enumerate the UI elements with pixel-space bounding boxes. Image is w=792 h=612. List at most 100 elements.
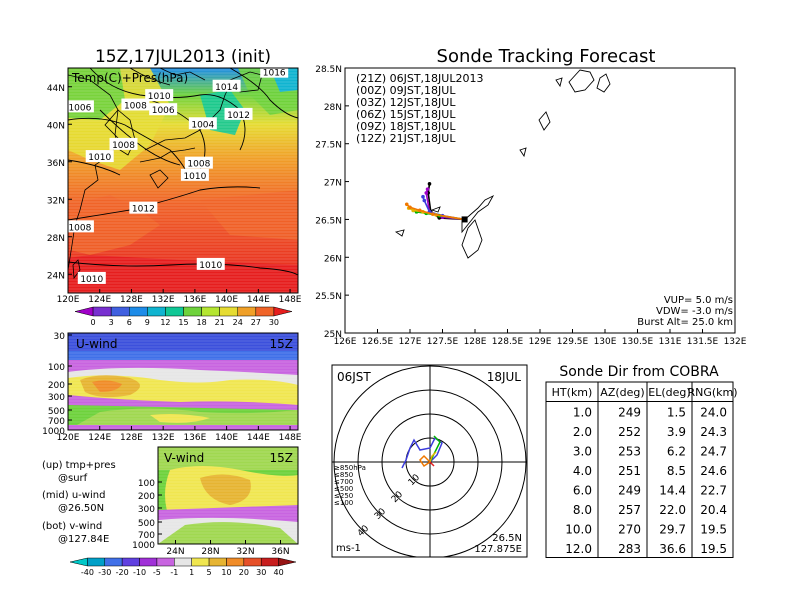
isobar-label-bg <box>196 257 225 270</box>
temp-colorbar-label: 0 <box>91 318 96 327</box>
note-line: @26.50N <box>58 503 104 514</box>
table-cell: 1.5 <box>667 406 686 420</box>
lon-tick-label: 130.5E <box>622 337 654 347</box>
wind-colorbar-swatch <box>156 557 175 567</box>
lon-tick-label: 148E <box>279 295 302 305</box>
u-wind-time: 15Z <box>270 337 294 351</box>
isobar-label: 1008 <box>187 160 210 170</box>
lat-tick-label: 32N <box>236 547 254 557</box>
track-legend-entry: (21Z) 06JST,18JUL2013 <box>356 72 483 85</box>
table-cell: 20.4 <box>700 503 727 517</box>
u-wind-frame <box>67 332 299 431</box>
temp-map-lat-ticks: 44N 40N 36N 32N 28N 24N <box>47 84 72 281</box>
p-tick-label: 500 <box>138 519 155 529</box>
lat-tick-label: 26.5N <box>315 216 342 226</box>
p-tick-label: 300 <box>138 505 155 515</box>
track-point <box>411 208 416 213</box>
wind-colorbar-swatch <box>226 557 245 567</box>
isobar-label: 1010 <box>148 92 171 102</box>
hodograph-lon: 127.875E <box>474 544 522 555</box>
lat-tick-label: 25.5N <box>315 292 342 302</box>
table-cell: 3.0 <box>573 445 592 459</box>
temp-colorbar-swatch <box>147 306 166 317</box>
lat-tick-label: 44N <box>47 84 65 94</box>
table-title: Sonde Dir from COBRA <box>559 364 719 380</box>
wind-colorbar-swatch <box>208 557 227 567</box>
lon-tick-label: 128E <box>464 337 487 347</box>
lat-tick-label: 24N <box>166 547 184 557</box>
hodograph-legend-entry: ≤850 <box>334 471 353 479</box>
u-wind-lon-ticks: 120E 124E 128E 132E 136E 140E 144E 148E <box>57 426 302 443</box>
track-lat-ticks: 28.5N 28N 27.5N 27N 26.5N 26N 25.5N 25N <box>315 65 349 340</box>
temp-colorbar-swatch <box>74 306 94 317</box>
table-header-cell: HT(km) <box>552 386 593 399</box>
isobar-label-bg <box>224 107 253 120</box>
temp-colorbar-label: 9 <box>145 318 150 327</box>
isobar-label: 1016 <box>263 69 286 79</box>
track-point <box>421 194 425 199</box>
isobar-label-bg <box>212 79 241 92</box>
temp-colorbar-swatch <box>219 306 238 317</box>
lat-tick-label: 28.5N <box>315 65 342 75</box>
hodograph-lat: 26.5N <box>492 533 522 544</box>
wind-colorbar-label: 40 <box>274 568 284 577</box>
table-cell: 253 <box>618 445 641 459</box>
lon-tick-label: 128.5E <box>492 337 524 347</box>
table-cell: 19.5 <box>700 542 727 556</box>
isobar-label: 1006 <box>68 103 91 113</box>
temp-colorbar-swatch <box>255 306 275 317</box>
wind-colorbar-label: -40 <box>81 568 94 577</box>
table-cell: 36.6 <box>659 542 686 556</box>
lon-tick-label: 132E <box>152 433 175 443</box>
p-tick-label: 100 <box>48 363 65 373</box>
table-cell: 257 <box>618 503 641 517</box>
table-cell: 252 <box>618 425 641 439</box>
table-cell: 270 <box>618 523 641 537</box>
sonde-table: HT(km) AZ(deg) EL(deg)RNG(km) 1.0 249 1.5 24.0… <box>545 381 738 558</box>
wind-colorbar-label: 20 <box>239 568 249 577</box>
v-wind-label: V-wind <box>164 451 204 465</box>
wind-colorbar-label: -10 <box>133 568 146 577</box>
temp-map-label: Temp(C)+Pres(hPa) <box>71 71 188 85</box>
lon-tick-label: 124E <box>88 295 111 305</box>
temp-colorbar: 0 3 6 9 12 15 18 21 24 27 30 <box>74 306 293 327</box>
lon-tick-label: 136E <box>183 433 206 443</box>
track-point <box>430 212 435 216</box>
isobar-label: 1008 <box>124 102 147 112</box>
isobar-label: 1008 <box>68 223 91 233</box>
isobar-label: 1012 <box>227 111 250 121</box>
track-legend-entry: (09Z) 18JST,18JUL <box>356 120 456 133</box>
wind-colorbar: -40 -30 -20 -10 -5 -1 1 5 10 20 30 40 <box>69 557 297 577</box>
hodograph-jst: 06JST <box>337 370 371 384</box>
track-frame <box>344 67 736 334</box>
hodograph-legend-entry: ≥850hPa <box>334 464 366 472</box>
lon-tick-label: 126.5E <box>362 337 394 347</box>
wind-colorbar-swatch <box>260 557 279 567</box>
note-line: @127.84E <box>58 534 109 545</box>
temp-colorbar-label: 24 <box>233 318 243 327</box>
lat-tick-label: 25N <box>324 330 342 340</box>
p-tick-label: 1000 <box>42 427 65 437</box>
lon-tick-label: 144E <box>247 433 270 443</box>
isobar-label: 1010 <box>199 261 222 271</box>
wind-colorbar-label: 10 <box>221 568 231 577</box>
lon-tick-label: 131.5E <box>687 337 719 347</box>
wind-colorbar-swatch <box>191 557 210 567</box>
table-cell: 24.7 <box>700 445 727 459</box>
temp-colorbar-label: 15 <box>178 318 188 327</box>
track-point <box>427 182 432 186</box>
temp-colorbar-swatch <box>110 306 130 317</box>
isobar-label: 1010 <box>88 153 111 163</box>
wind-colorbar-swatch <box>121 557 140 567</box>
isobar-label-bg <box>109 137 138 150</box>
isobar-label-bg <box>145 89 174 102</box>
note-line: (bot) v-wind <box>42 521 102 532</box>
isobar-label-bg <box>68 220 94 233</box>
lat-tick-label: 26N <box>324 254 342 264</box>
track-point <box>408 205 412 210</box>
lat-tick-label: 40N <box>47 121 65 131</box>
hodograph-legend-entry: ≤100 <box>334 499 353 507</box>
wind-colorbar-label: -1 <box>170 568 178 577</box>
track-point <box>417 208 422 213</box>
